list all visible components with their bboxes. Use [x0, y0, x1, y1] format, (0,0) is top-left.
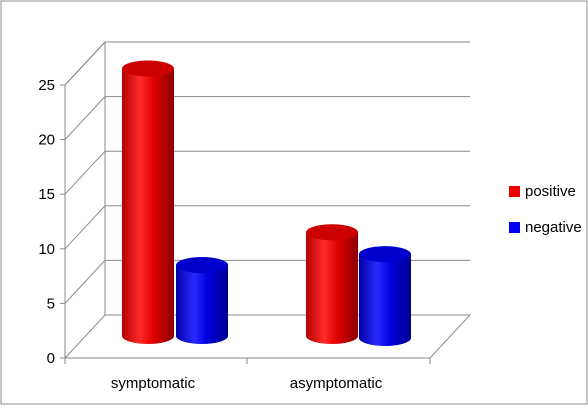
- x-category-label: asymptomatic: [290, 375, 383, 392]
- gridline-diagonal: [64, 96, 106, 140]
- x-axis-categories: symptomatic asymptomatic: [111, 375, 383, 392]
- bar-body: [306, 232, 358, 344]
- x-category-label: symptomatic: [111, 375, 196, 392]
- bar-top: [359, 246, 411, 263]
- bar-body: [122, 68, 174, 344]
- bar-positive-symptomatic: [122, 60, 174, 344]
- legend-label-positive: positive: [525, 183, 576, 200]
- gridline-diagonal: [64, 41, 106, 86]
- y-tick-label: 20: [38, 132, 55, 149]
- bar-positive-asymptomatic: [306, 224, 358, 344]
- bar-negative-symptomatic: [176, 257, 228, 344]
- gridline-diagonal: [64, 260, 106, 304]
- y-tick-label: 25: [38, 77, 55, 94]
- y-axis-ticks: 0 5 10 15 20 25: [38, 77, 65, 367]
- y-tick-label: 0: [47, 350, 55, 367]
- legend-swatch-negative: [509, 222, 520, 233]
- legend: positive negative: [509, 183, 582, 236]
- y-tick-label: 5: [47, 295, 55, 312]
- bar-negative-asymptomatic: [359, 246, 411, 346]
- legend-label-negative: negative: [525, 219, 582, 236]
- y-tick-label: 15: [38, 186, 55, 203]
- bar-top: [176, 257, 228, 274]
- bar-body: [176, 265, 228, 344]
- bar-body: [359, 254, 411, 346]
- bar-top: [122, 60, 174, 77]
- chart-floor: [63, 314, 472, 364]
- gridline-diagonal: [64, 205, 106, 250]
- bar-top: [306, 224, 358, 241]
- legend-swatch-positive: [509, 186, 520, 197]
- bars-group: [122, 60, 411, 346]
- y-tick-label: 10: [38, 241, 55, 258]
- gridline-diagonal: [64, 150, 106, 195]
